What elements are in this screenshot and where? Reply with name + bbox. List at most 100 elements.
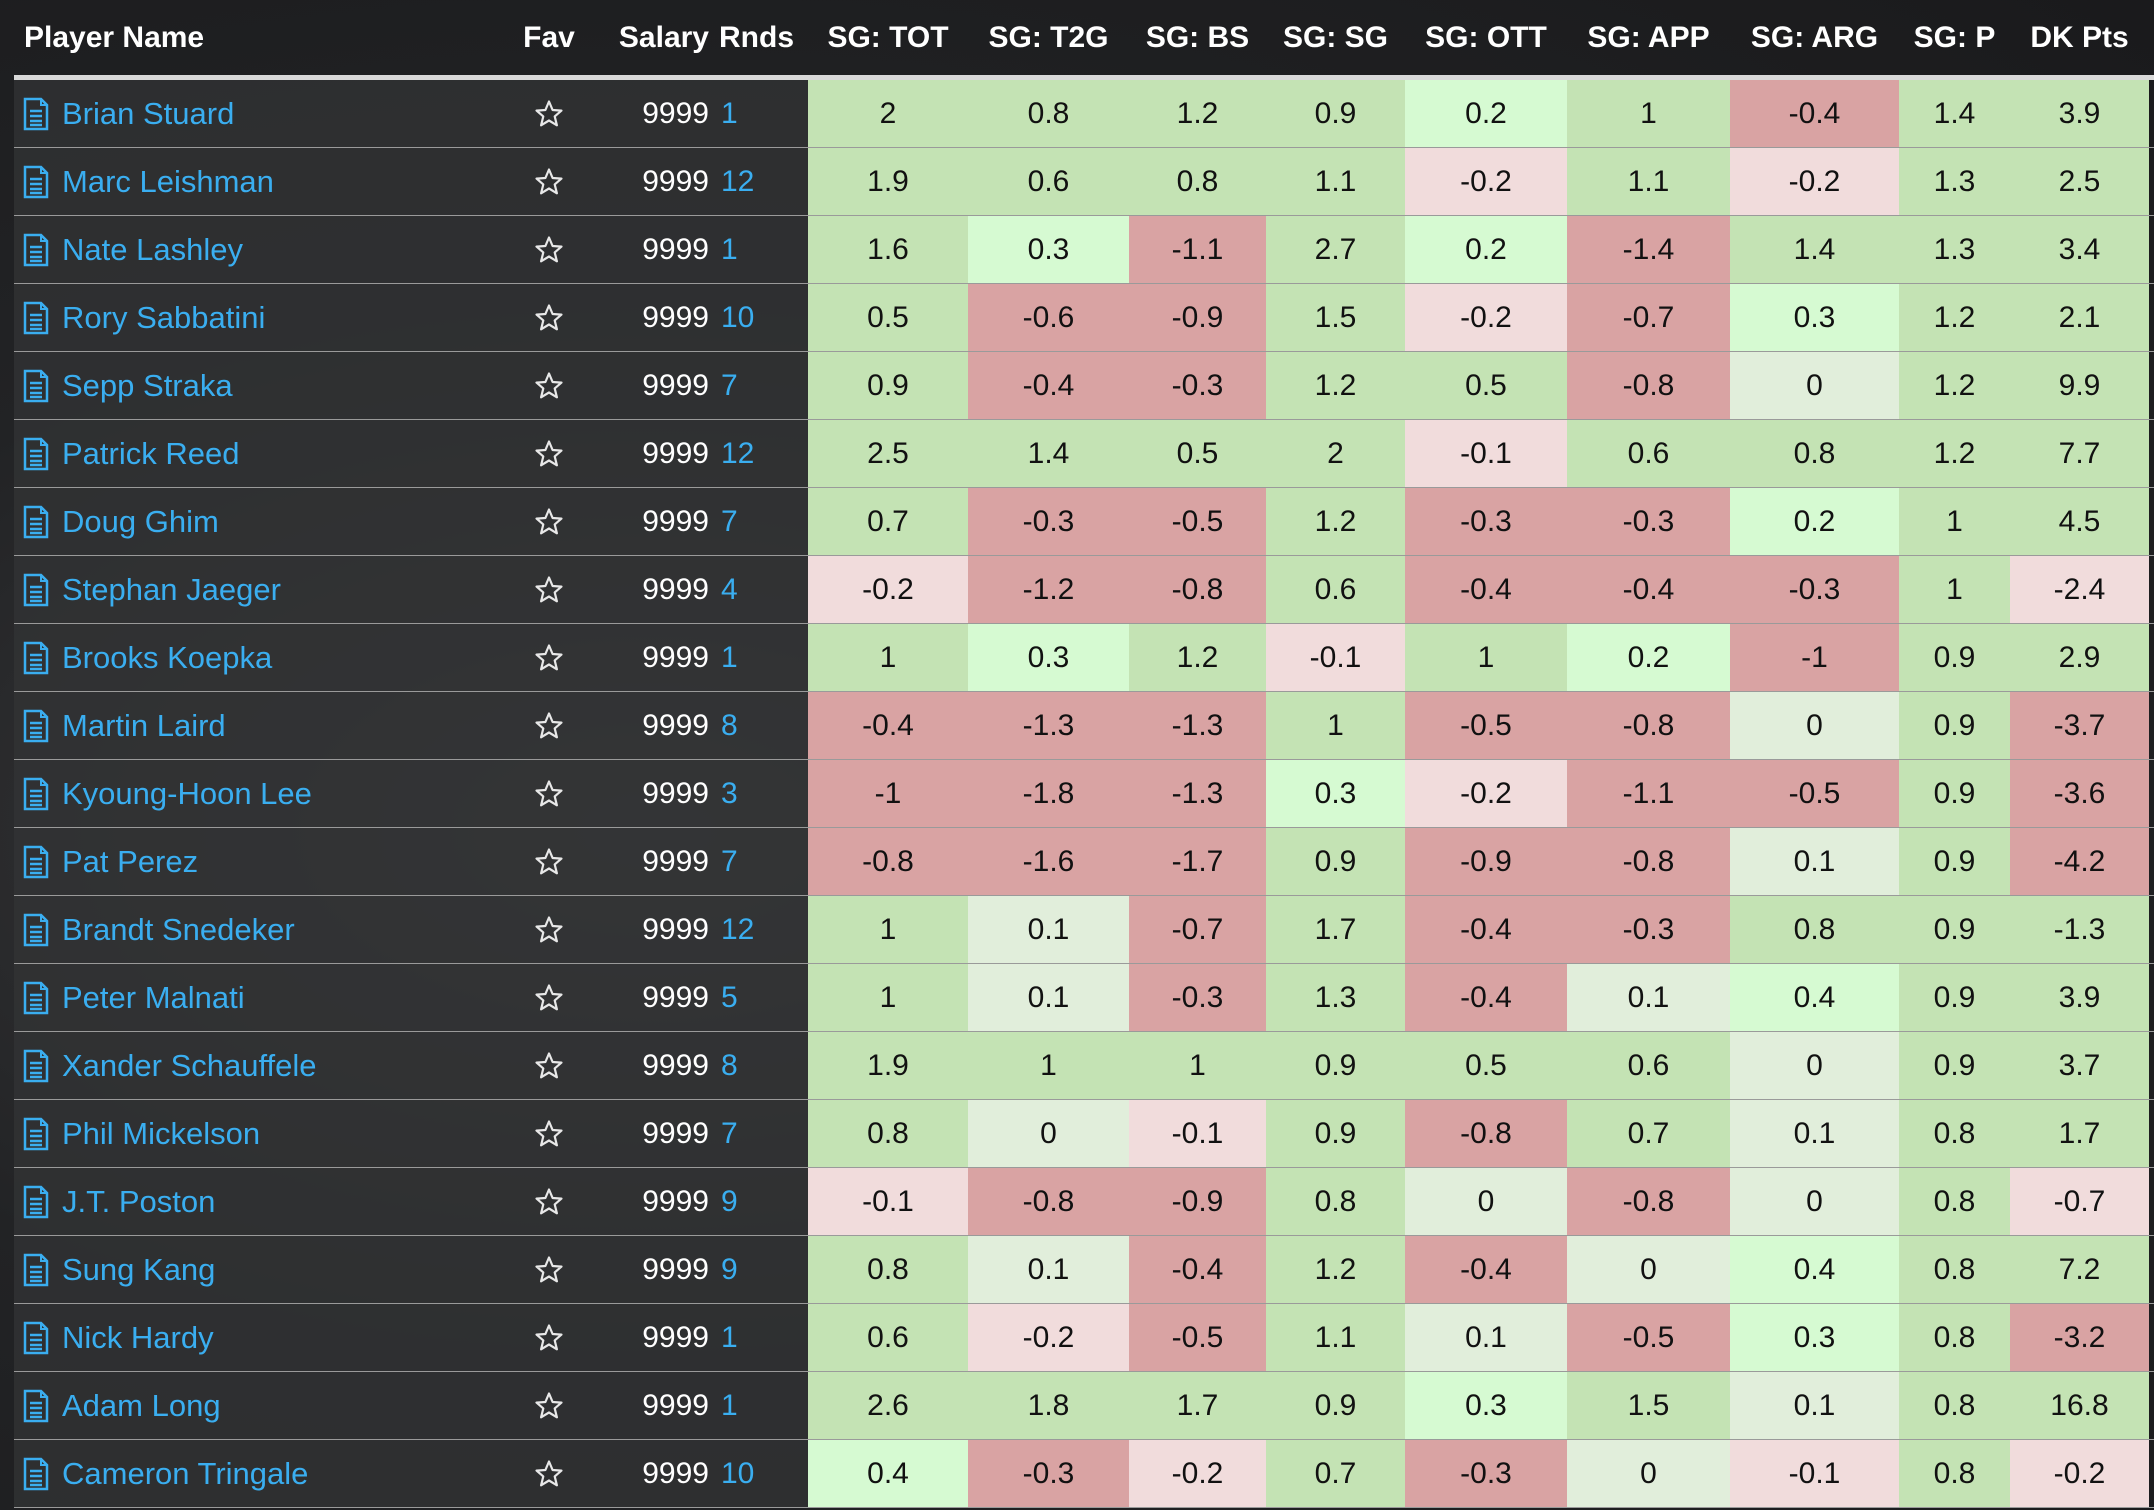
sg-sg-cell: 0.9: [1266, 1372, 1405, 1439]
star-icon[interactable]: [534, 643, 564, 673]
star-icon[interactable]: [534, 1187, 564, 1217]
rounds-link[interactable]: 7: [721, 368, 738, 402]
header-salary[interactable]: Salary: [618, 20, 709, 54]
rounds-link[interactable]: 10: [721, 300, 755, 334]
star-icon[interactable]: [534, 371, 564, 401]
document-icon[interactable]: [22, 1253, 50, 1287]
star-icon[interactable]: [534, 235, 564, 265]
document-icon[interactable]: [22, 573, 50, 607]
player-name-link[interactable]: Xander Schauffele: [62, 1047, 317, 1083]
player-name-link[interactable]: Brandt Snedeker: [62, 911, 295, 947]
star-icon[interactable]: [534, 1323, 564, 1353]
player-name-link[interactable]: Doug Ghim: [62, 503, 219, 539]
header-fav[interactable]: Fav: [523, 20, 575, 54]
rounds-link[interactable]: 3: [721, 776, 738, 810]
document-icon[interactable]: [22, 913, 50, 947]
document-icon[interactable]: [22, 981, 50, 1015]
rounds-link[interactable]: 9: [721, 1252, 738, 1286]
header-sg-sg[interactable]: SG: SG: [1282, 20, 1388, 54]
star-icon[interactable]: [534, 303, 564, 333]
rounds-link[interactable]: 8: [721, 1048, 738, 1082]
document-icon[interactable]: [22, 505, 50, 539]
rounds-link[interactable]: 12: [721, 912, 755, 946]
star-icon[interactable]: [534, 1119, 564, 1149]
player-name-link[interactable]: Adam Long: [62, 1387, 221, 1423]
player-name-link[interactable]: Nate Lashley: [62, 231, 243, 267]
star-icon[interactable]: [534, 1051, 564, 1081]
document-icon[interactable]: [22, 1457, 50, 1491]
star-icon[interactable]: [534, 167, 564, 197]
rounds-link[interactable]: 1: [721, 640, 738, 674]
star-icon[interactable]: [534, 1459, 564, 1489]
document-icon[interactable]: [22, 1321, 50, 1355]
header-sg-t2g[interactable]: SG: T2G: [988, 20, 1109, 54]
document-icon[interactable]: [22, 97, 50, 131]
header-sg-tot[interactable]: SG: TOT: [827, 20, 949, 54]
rounds-link[interactable]: 7: [721, 844, 738, 878]
rounds-link[interactable]: 7: [721, 1116, 738, 1150]
player-name-link[interactable]: Marc Leishman: [62, 163, 274, 199]
document-icon[interactable]: [22, 233, 50, 267]
document-icon[interactable]: [22, 641, 50, 675]
player-name-link[interactable]: Nick Hardy: [62, 1319, 214, 1355]
sg-app-cell: -0.4: [1567, 556, 1730, 623]
player-name-link[interactable]: Pat Perez: [62, 843, 199, 879]
header-rnds[interactable]: Rnds: [719, 20, 794, 54]
rounds-link[interactable]: 12: [721, 164, 755, 198]
star-icon[interactable]: [534, 1255, 564, 1285]
rounds-link[interactable]: 7: [721, 504, 738, 538]
player-name-link[interactable]: Kyoung-Hoon Lee: [62, 775, 312, 811]
document-icon[interactable]: [22, 1389, 50, 1423]
star-icon[interactable]: [534, 439, 564, 469]
document-icon[interactable]: [22, 165, 50, 199]
rounds-link[interactable]: 8: [721, 708, 738, 742]
document-icon[interactable]: [22, 301, 50, 335]
header-player-name[interactable]: Player Name: [24, 20, 205, 54]
player-name-link[interactable]: Peter Malnati: [62, 979, 245, 1015]
rounds-link[interactable]: 1: [721, 1388, 738, 1422]
document-icon[interactable]: [22, 709, 50, 743]
header-sg-ott[interactable]: SG: OTT: [1425, 20, 1547, 54]
player-name-link[interactable]: Rory Sabbatini: [62, 299, 266, 335]
rounds-link[interactable]: 1: [721, 1320, 738, 1354]
rounds-link[interactable]: 1: [721, 232, 738, 266]
player-name-link[interactable]: J.T. Poston: [62, 1183, 216, 1219]
header-sg-p[interactable]: SG: P: [1913, 20, 1996, 54]
header-sg-arg[interactable]: SG: ARG: [1750, 20, 1879, 54]
document-icon[interactable]: [22, 369, 50, 403]
player-name-link[interactable]: Brian Stuard: [62, 95, 235, 131]
star-icon[interactable]: [534, 1391, 564, 1421]
star-icon[interactable]: [534, 915, 564, 945]
document-icon[interactable]: [22, 777, 50, 811]
sg-app-cell: -0.3: [1567, 896, 1730, 963]
star-icon[interactable]: [534, 779, 564, 809]
star-icon[interactable]: [534, 983, 564, 1013]
star-icon[interactable]: [534, 575, 564, 605]
rounds-link[interactable]: 10: [721, 1456, 755, 1490]
star-icon[interactable]: [534, 711, 564, 741]
document-icon[interactable]: [22, 845, 50, 879]
player-name-link[interactable]: Martin Laird: [62, 707, 226, 743]
document-icon[interactable]: [22, 1185, 50, 1219]
header-dk-pts[interactable]: DK Pts: [2030, 20, 2129, 54]
rounds-link[interactable]: 1: [721, 96, 738, 130]
player-name-link[interactable]: Sepp Straka: [62, 367, 233, 403]
star-icon[interactable]: [534, 847, 564, 877]
player-name-link[interactable]: Brooks Koepka: [62, 639, 273, 675]
player-name-link[interactable]: Phil Mickelson: [62, 1115, 261, 1151]
star-icon[interactable]: [534, 507, 564, 537]
header-sg-bs[interactable]: SG: BS: [1145, 20, 1250, 54]
rounds-link[interactable]: 4: [721, 572, 738, 606]
player-name-link[interactable]: Sung Kang: [62, 1251, 216, 1287]
document-icon[interactable]: [22, 1117, 50, 1151]
player-name-link[interactable]: Stephan Jaeger: [62, 571, 281, 607]
rounds-link[interactable]: 5: [721, 980, 738, 1014]
document-icon[interactable]: [22, 1049, 50, 1083]
rounds-link[interactable]: 12: [721, 436, 755, 470]
player-name-link[interactable]: Cameron Tringale: [62, 1455, 309, 1491]
document-icon[interactable]: [22, 437, 50, 471]
header-sg-app[interactable]: SG: APP: [1587, 20, 1710, 54]
player-name-link[interactable]: Patrick Reed: [62, 435, 240, 471]
star-icon[interactable]: [534, 99, 564, 129]
rounds-link[interactable]: 9: [721, 1184, 738, 1218]
